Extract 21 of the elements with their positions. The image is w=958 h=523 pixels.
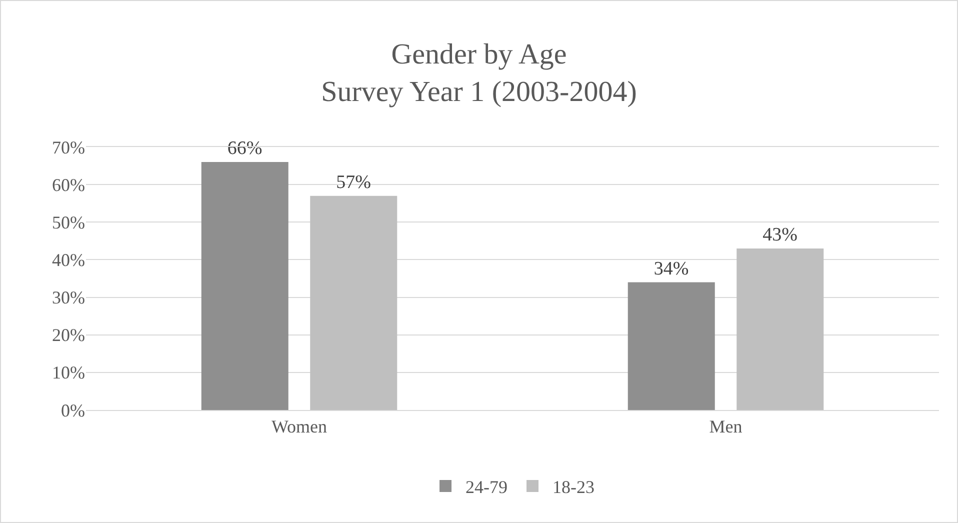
y-tick-label: 30% <box>52 288 85 308</box>
x-tick-label: Women <box>271 416 328 437</box>
bar <box>736 248 824 410</box>
y-tick-label: 0% <box>61 400 85 420</box>
y-tick-label: 20% <box>52 325 85 346</box>
legend-label: 24-79 <box>466 477 508 498</box>
chart-subtitle: Survey Year 1 (2003-2004) <box>321 76 637 108</box>
data-label: 34% <box>654 258 689 280</box>
y-tick-label: 70% <box>52 137 85 158</box>
y-tick-label: 50% <box>52 212 85 232</box>
chart-title: Gender by Age <box>391 38 567 71</box>
data-label: 43% <box>762 224 798 246</box>
legend-label: 18-23 <box>552 477 594 498</box>
bar <box>628 282 715 410</box>
y-tick-label: 60% <box>52 174 85 195</box>
bar <box>310 196 398 410</box>
y-tick-label: 10% <box>52 362 85 383</box>
y-tick-label: 40% <box>52 250 85 270</box>
data-label: 57% <box>336 172 372 193</box>
x-tick-label: Men <box>709 416 742 437</box>
bar <box>201 162 288 410</box>
